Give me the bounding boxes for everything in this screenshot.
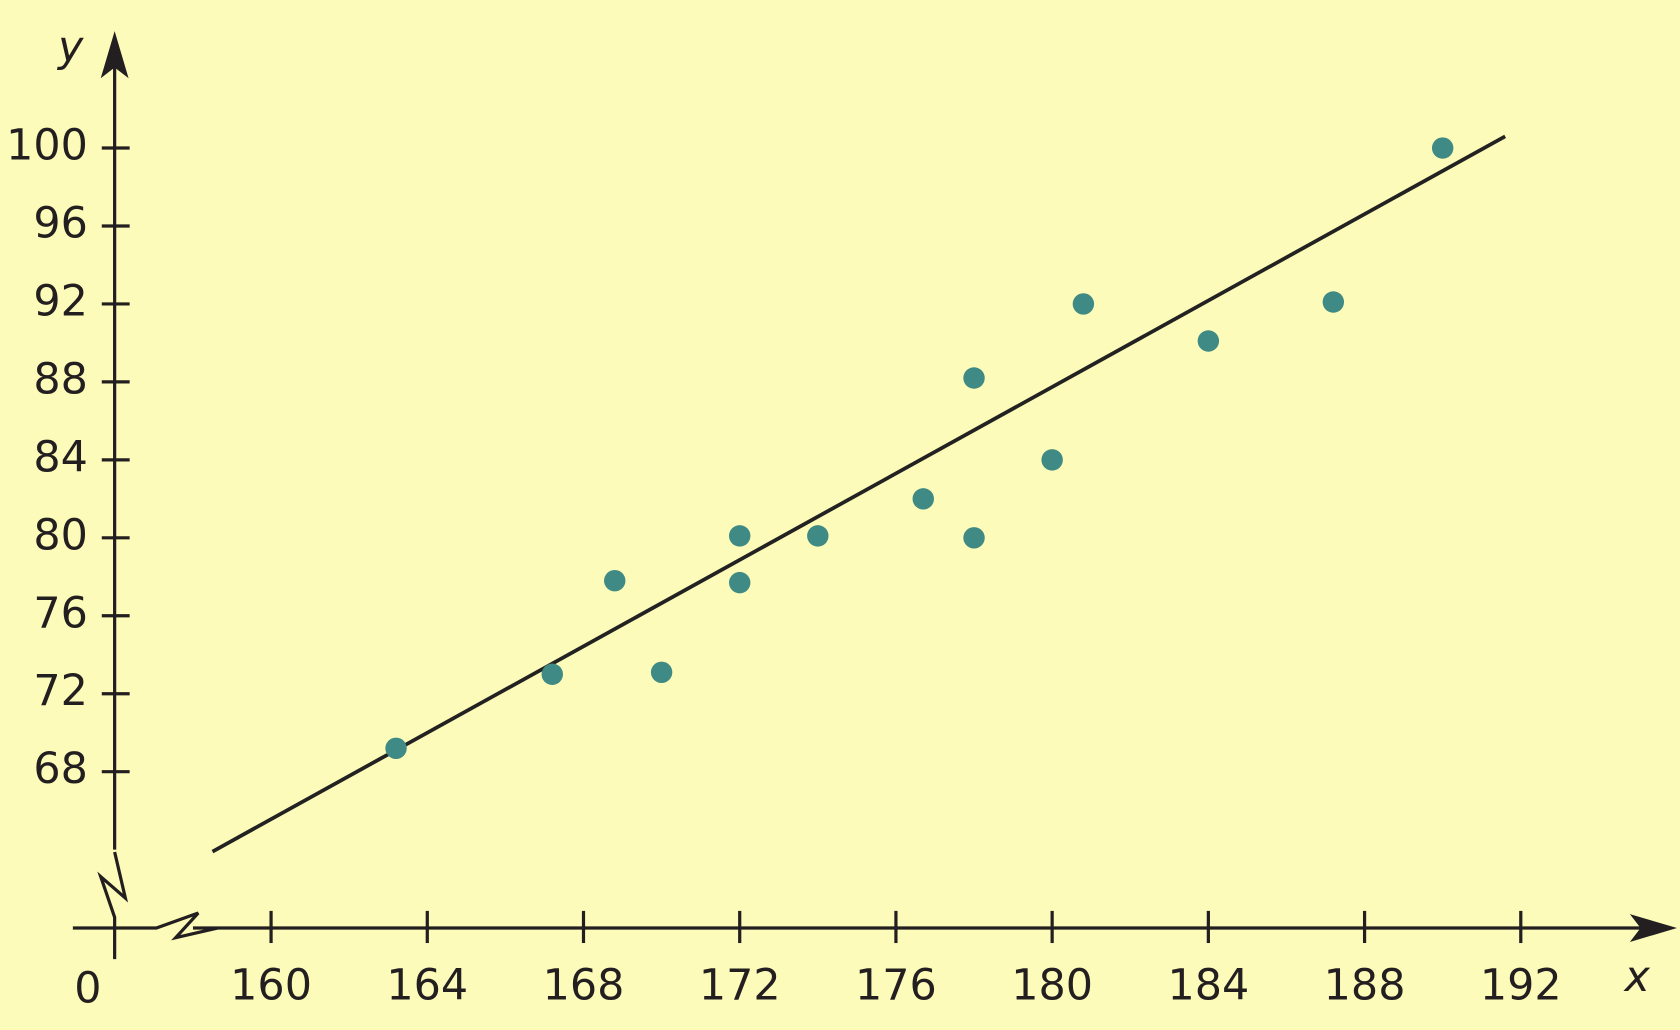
point: [963, 367, 985, 389]
y-axis-label: y: [56, 22, 84, 72]
point: [650, 661, 673, 684]
x-tick-label: 164: [386, 961, 468, 1011]
origin-label: 0: [74, 964, 101, 1014]
point: [729, 571, 751, 594]
x-tick-label: 180: [1011, 961, 1093, 1011]
x-axis-arrow: [1629, 914, 1677, 942]
y-tick-label: 100: [6, 121, 88, 171]
point: [807, 525, 829, 547]
point: [604, 569, 626, 592]
x-tick-label: 168: [543, 961, 625, 1011]
y-tick-label: 88: [33, 354, 88, 404]
point: [1322, 291, 1345, 313]
y-axis-break: [97, 851, 129, 960]
point: [1197, 330, 1220, 352]
x-tick-label: 188: [1324, 961, 1406, 1011]
point: [1072, 293, 1095, 315]
y-tick-label: 76: [33, 588, 88, 638]
y-tick-label: 72: [33, 666, 88, 716]
y-tick-label: 84: [33, 432, 88, 482]
point: [729, 525, 751, 547]
y-axis-arrow: [100, 31, 129, 79]
y-tick-label: 92: [33, 276, 88, 326]
trend-line: [211, 134, 1507, 854]
point: [963, 527, 985, 549]
y-tick-label: 80: [33, 510, 88, 560]
point: [912, 488, 934, 510]
y-tick-label: 96: [33, 198, 88, 248]
point: [1431, 137, 1454, 159]
x-tick-label: 172: [699, 961, 781, 1011]
point: [1041, 449, 1063, 471]
x-tick-label: 160: [230, 961, 312, 1011]
x-axis-break: [72, 911, 218, 941]
x-tick-label: 192: [1480, 961, 1562, 1011]
x-tick-label: 184: [1167, 961, 1249, 1011]
point: [385, 737, 407, 760]
x-axis-label: x: [1622, 952, 1650, 1002]
y-tick-label: 68: [33, 744, 88, 794]
point: [541, 663, 563, 685]
x-tick-label: 176: [855, 961, 937, 1011]
